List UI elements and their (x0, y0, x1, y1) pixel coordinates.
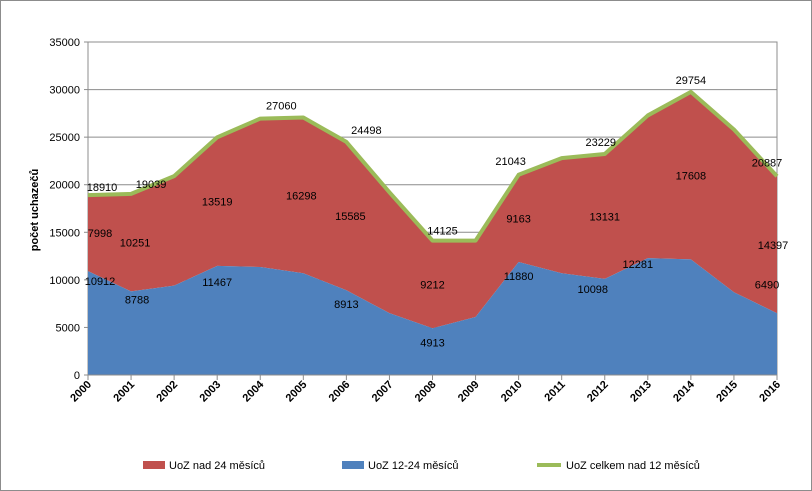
series-areas (87, 89, 779, 375)
legend-swatch (342, 461, 364, 469)
y-tick-label: 30000 (49, 85, 80, 97)
x-tick-label: 2013 (628, 379, 654, 405)
data-label-total: 24498 (351, 125, 382, 137)
line-series-total (87, 89, 779, 243)
data-label-12-24: 6490 (755, 279, 779, 291)
data-labels: 10912 8788 11467 8913 4913 11880 10098 12281 649… (85, 75, 789, 349)
data-label-over-24: 7998 (88, 228, 112, 240)
data-label-total: 20887 (752, 157, 783, 169)
data-label-total: 14125 (427, 226, 458, 238)
x-tick-label: 2005 (284, 379, 310, 405)
data-label-total: 27060 (266, 101, 297, 113)
y-tick-label: 35000 (49, 37, 80, 49)
x-tick-label: 2001 (111, 379, 137, 405)
data-label-12-24: 8913 (334, 299, 358, 311)
y-tick-label: 15000 (49, 227, 80, 239)
x-tick-label: 2007 (370, 379, 396, 405)
x-tick-label: 2016 (757, 379, 783, 405)
data-label-total: 23229 (585, 137, 616, 149)
legend-swatch (143, 461, 165, 469)
data-label-over-24: 9212 (420, 279, 444, 291)
data-label-12-24: 11467 (202, 277, 232, 289)
data-label-over-24: 14397 (758, 240, 789, 252)
data-label-total: 18910 (87, 182, 118, 194)
legend-entry: UoZ nad 24 měsíců (169, 460, 265, 472)
x-tick-label: 2008 (413, 379, 439, 405)
x-tick-label: 2012 (585, 379, 611, 405)
data-label-over-24: 10251 (120, 238, 151, 250)
legend: UoZ nad 24 měsíců UoZ 12-24 měsíců UoZ cel… (143, 460, 700, 472)
area-series-over-24 (88, 91, 777, 329)
x-tick-label: 2006 (327, 379, 353, 405)
data-label-12-24: 11880 (504, 271, 534, 283)
y-axis-label: počet uchazečů (29, 169, 41, 252)
x-tick-label: 2002 (154, 379, 180, 405)
y-tick-label: 5000 (56, 322, 80, 334)
x-tick-label: 2015 (714, 379, 740, 405)
data-label-12-24: 10098 (577, 284, 608, 296)
x-tick-label: 2004 (241, 378, 267, 404)
data-label-total: 19039 (136, 179, 167, 191)
data-label-total: 29754 (676, 75, 707, 87)
x-tick-label: 2014 (671, 378, 697, 404)
y-tick-label: 0 (74, 370, 80, 382)
x-tick-label: 2010 (499, 379, 525, 405)
data-label-over-24: 17608 (676, 171, 707, 183)
data-label-over-24: 16298 (286, 191, 317, 203)
data-label-12-24: 10912 (85, 276, 116, 288)
y-tick-label: 10000 (49, 275, 80, 287)
data-label-over-24: 9163 (506, 213, 530, 225)
data-label-12-24: 8788 (125, 294, 149, 306)
x-tick-label: 2009 (456, 379, 482, 405)
x-tick-label: 2000 (68, 379, 94, 405)
area-series-12-24 (88, 258, 777, 375)
data-label-12-24: 12281 (623, 259, 654, 271)
data-label-total: 21043 (495, 156, 526, 168)
y-tick-label: 20000 (49, 180, 80, 192)
x-tick-label: 2011 (542, 379, 567, 404)
data-label-12-24: 4913 (420, 337, 444, 349)
data-label-over-24: 15585 (335, 211, 366, 223)
data-label-over-24: 13131 (589, 211, 620, 223)
legend-entry: UoZ 12-24 měsíců (368, 460, 458, 472)
legend-entry: UoZ celkem nad 12 měsíců (566, 460, 700, 472)
x-tick-label: 2003 (198, 379, 224, 405)
data-label-over-24: 13519 (202, 197, 233, 209)
y-tick-label: 25000 (49, 132, 80, 144)
